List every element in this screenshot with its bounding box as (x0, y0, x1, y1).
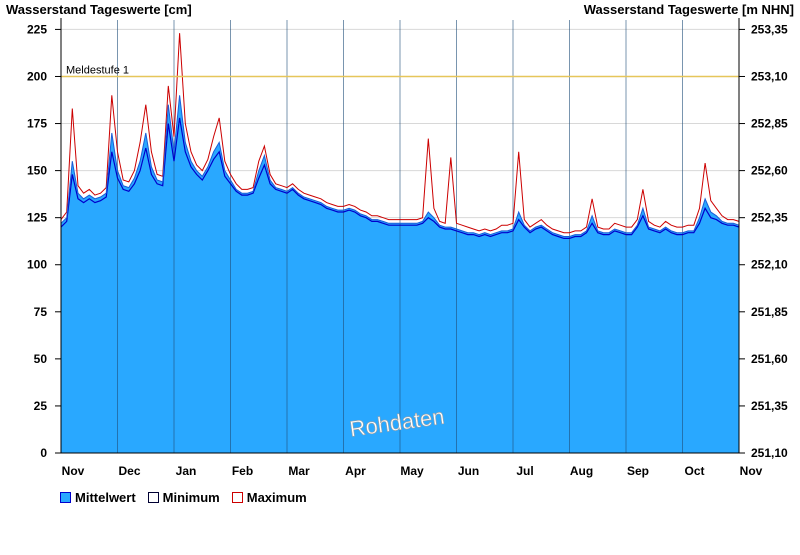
y-tick-label-right: 252,10 (751, 258, 788, 272)
y-tick-label-left: 175 (27, 117, 47, 131)
y-tick-label-right: 253,35 (751, 22, 788, 36)
legend-swatch-mean (60, 492, 71, 503)
y-tick-label-left: 25 (34, 399, 48, 413)
series-line-minimum (60, 117, 740, 239)
x-tick-label-month: Apr (345, 464, 366, 478)
legend-swatch-maximum (231, 492, 243, 503)
y-tick-label-left: 75 (34, 305, 48, 319)
legend-label-maximum: Maximum (246, 490, 307, 505)
y-tick-label-right: 252,35 (751, 211, 788, 225)
y-tick-label-left: 150 (27, 164, 47, 178)
legend-label-mean: Mittelwert (75, 490, 136, 505)
legend-label-minimum: Minimum (162, 490, 220, 505)
y-tick-label-left: 125 (27, 211, 47, 225)
y-tick-label-left: 100 (27, 258, 47, 272)
y-tick-label-right: 251,35 (751, 399, 788, 413)
y-tick-label-right: 253,10 (751, 69, 788, 83)
x-tick-label-month: Nov (740, 464, 763, 478)
y-tick-label-left: 0 (40, 446, 47, 460)
y-tick-label-right: 252,60 (751, 164, 788, 178)
legend-item-minimum: Minimum (147, 490, 220, 505)
threshold-label: Meldestufe 1 (66, 64, 129, 76)
y-tick-label-right: 251,10 (751, 446, 788, 460)
x-tick-label-month: Oct (684, 464, 704, 478)
y-tick-label-right: 251,85 (751, 305, 788, 319)
x-tick-label-month: Sep (627, 464, 649, 478)
y-tick-label-left: 200 (27, 69, 47, 83)
y-tick-label-right: 251,60 (751, 352, 788, 366)
x-tick-label-month: Nov (62, 464, 85, 478)
series-line-maximum (60, 33, 740, 234)
x-tick-label-month: Jun (458, 464, 479, 478)
x-tick-label-month: Aug (570, 464, 593, 478)
legend-swatch-minimum (147, 492, 159, 503)
x-tick-label-month: Jan (176, 464, 197, 478)
y-tick-label-left: 225 (27, 22, 47, 36)
x-tick-label-month: Jul (516, 464, 533, 478)
y-tick-label-left: 50 (34, 352, 48, 366)
x-tick-label-month: Feb (232, 464, 253, 478)
chart-title-left: Wasserstand Tageswerte [cm] (6, 2, 192, 17)
x-tick-label-month: May (400, 464, 424, 478)
series-line-mittelwert (60, 95, 740, 237)
chart-title-right: Wasserstand Tageswerte [m NHN] (583, 2, 794, 17)
legend-item-mean: Mittelwert (60, 490, 136, 505)
legend-item-maximum: Maximum (231, 490, 307, 505)
x-tick-label-month: Mar (288, 464, 310, 478)
x-tick-label-month: Dec (118, 464, 140, 478)
legend: Mittelwert Minimum Maximum (60, 490, 307, 505)
y-tick-label-right: 252,85 (751, 117, 788, 131)
